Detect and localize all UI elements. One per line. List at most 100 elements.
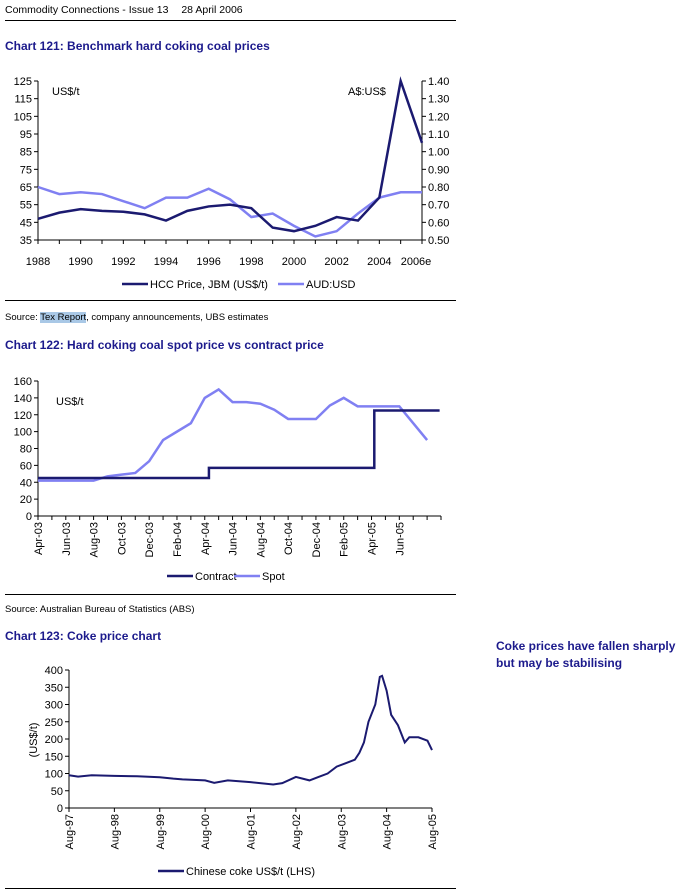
y-tick-label-left: 105 bbox=[14, 111, 32, 123]
y-tick-label-right: 0.50 bbox=[428, 235, 449, 247]
x-tick-label: 2000 bbox=[282, 256, 306, 268]
x-tick-label: Dec-04 bbox=[311, 522, 323, 557]
x-tick-label: Aug-03 bbox=[336, 814, 348, 849]
y-tick-label-right: 1.20 bbox=[428, 111, 449, 123]
x-tick-label: 1988 bbox=[26, 256, 50, 268]
y-tick-label-left: 35 bbox=[20, 235, 32, 247]
legend-label-0: HCC Price, JBM (US$/t) bbox=[150, 279, 268, 291]
sidenote: Coke prices have fallen sharply but may … bbox=[496, 639, 676, 670]
legend-label-0: Chinese coke US$/t (LHS) bbox=[186, 866, 315, 878]
y-tick-label: 140 bbox=[14, 393, 32, 405]
y-axis-label: (US$/t) bbox=[28, 723, 40, 758]
y-tick-label: 150 bbox=[45, 751, 63, 763]
x-tick-label: Apr-04 bbox=[200, 522, 212, 555]
y-tick-label: 200 bbox=[45, 734, 63, 746]
y-axis-label: US$/t bbox=[56, 396, 84, 408]
y-tick-label: 120 bbox=[14, 410, 32, 422]
y-tick-label-right: 0.60 bbox=[428, 217, 449, 229]
y-tick-label: 250 bbox=[45, 717, 63, 729]
x-tick-label: Aug-04 bbox=[382, 814, 394, 849]
chart122-source: Source: Australian Bureau of Statistics … bbox=[5, 604, 195, 615]
x-tick-label: Feb-05 bbox=[339, 522, 351, 557]
y-tick-label: 300 bbox=[45, 700, 63, 712]
x-tick-label: 1994 bbox=[154, 256, 178, 268]
y-tick-label-left: 55 bbox=[20, 200, 32, 212]
y-tick-label-right: 1.30 bbox=[428, 94, 449, 106]
y-tick-label-left: 45 bbox=[20, 217, 32, 229]
x-tick-label: Aug-99 bbox=[155, 814, 167, 849]
y-tick-label: 0 bbox=[57, 803, 63, 815]
y-tick-label-left: 75 bbox=[20, 164, 32, 176]
y-tick-label-left: 115 bbox=[14, 94, 32, 106]
series-aud-usd bbox=[37, 185, 422, 238]
chart122-title: Chart 122: Hard coking coal spot price v… bbox=[5, 338, 324, 352]
x-tick-label: Aug-05 bbox=[427, 814, 439, 849]
x-tick-label: Aug-02 bbox=[291, 814, 303, 849]
x-tick-label: Aug-03 bbox=[89, 522, 101, 557]
x-tick-label: 2006e bbox=[401, 256, 432, 268]
x-tick-label: 1992 bbox=[111, 256, 135, 268]
y-tick-label-right: 1.00 bbox=[428, 147, 449, 159]
x-tick-label: Jun-03 bbox=[61, 522, 73, 556]
source-prefix: Source: bbox=[5, 312, 41, 323]
x-tick-label: 1998 bbox=[239, 256, 263, 268]
chart123-title: Chart 123: Coke price chart bbox=[5, 629, 162, 643]
x-tick-label: Aug-00 bbox=[200, 814, 212, 849]
x-tick-label: Aug-97 bbox=[64, 814, 76, 849]
x-tick-label: Aug-01 bbox=[246, 814, 258, 849]
x-tick-label: Aug-04 bbox=[255, 522, 267, 557]
x-tick-label: 2004 bbox=[367, 256, 391, 268]
y-tick-label: 60 bbox=[20, 460, 32, 472]
x-tick-label: Apr-03 bbox=[33, 522, 45, 555]
y-tick-label-left: 85 bbox=[20, 147, 32, 159]
y-tick-label: 100 bbox=[45, 769, 63, 781]
publication-title: Commodity Connections - Issue 13 bbox=[5, 4, 169, 16]
chart121-source: Source: Tex Report, company announcement… bbox=[5, 312, 268, 323]
source-highlight: Tex Report bbox=[40, 312, 87, 323]
y-tick-label-right: 1.10 bbox=[428, 129, 449, 141]
y-tick-label-right: 1.40 bbox=[428, 76, 449, 88]
y-tick-label: 0 bbox=[26, 511, 32, 523]
x-tick-label: 2002 bbox=[324, 256, 348, 268]
y-tick-label-right: 0.90 bbox=[428, 164, 449, 176]
source-rest: , company announcements, UBS estimates bbox=[86, 312, 269, 323]
y-tick-label: 350 bbox=[45, 682, 63, 694]
y-tick-label: 400 bbox=[45, 665, 63, 677]
legend-label-0: Contract bbox=[195, 571, 237, 583]
x-tick-label: Aug-98 bbox=[109, 814, 121, 849]
x-tick-label: 1990 bbox=[68, 256, 92, 268]
x-tick-label: 1996 bbox=[196, 256, 220, 268]
x-tick-label: Dec-03 bbox=[144, 522, 156, 557]
chart123-rule bbox=[5, 888, 456, 889]
y-axis-label-right: A$:US$ bbox=[348, 86, 386, 98]
legend-label-1: Spot bbox=[262, 571, 285, 583]
series-hcc-price bbox=[37, 76, 424, 233]
chart121-rule bbox=[5, 300, 456, 301]
y-tick-label: 160 bbox=[14, 376, 32, 388]
y-tick-label: 100 bbox=[14, 427, 32, 439]
header-rule bbox=[5, 20, 456, 21]
y-tick-label: 20 bbox=[20, 494, 32, 506]
chart121-title: Chart 121: Benchmark hard coking coal pr… bbox=[5, 39, 270, 53]
publication-date: 28 April 2006 bbox=[181, 4, 243, 16]
y-tick-label: 50 bbox=[51, 786, 63, 798]
y-tick-label-right: 0.70 bbox=[428, 200, 449, 212]
page-header: Commodity Connections - Issue 13 28 Apri… bbox=[5, 4, 253, 16]
y-tick-label: 40 bbox=[20, 477, 32, 489]
x-tick-label: Jun-05 bbox=[394, 522, 406, 556]
x-tick-label: Oct-04 bbox=[283, 522, 295, 555]
y-tick-label-right: 0.80 bbox=[428, 182, 449, 194]
series-contract bbox=[38, 409, 440, 480]
x-tick-label: Jun-04 bbox=[228, 522, 240, 556]
y-tick-label-left: 125 bbox=[14, 76, 32, 88]
y-tick-label-left: 95 bbox=[20, 129, 32, 141]
legend-label-1: AUD:USD bbox=[306, 279, 356, 291]
x-tick-label: Apr-05 bbox=[367, 522, 379, 555]
x-tick-label: Feb-04 bbox=[172, 522, 184, 557]
y-tick-label: 80 bbox=[20, 444, 32, 456]
x-tick-label: Oct-03 bbox=[116, 522, 128, 555]
y-axis-label-left: US$/t bbox=[52, 86, 80, 98]
